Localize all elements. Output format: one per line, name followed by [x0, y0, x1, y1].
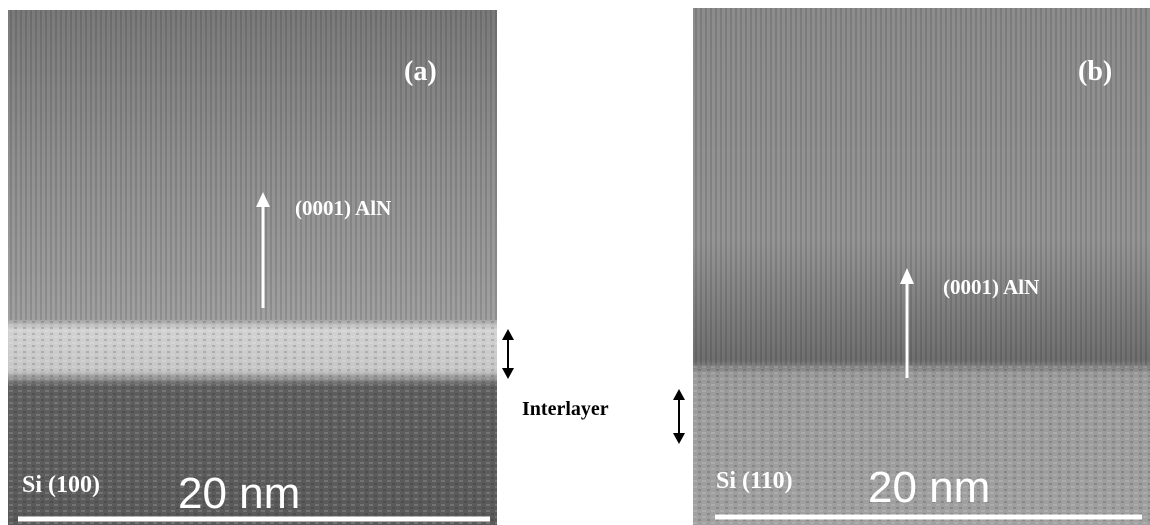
arrow-head [673, 389, 685, 400]
texture [693, 365, 1150, 525]
arrow-head [900, 268, 914, 284]
arrow-head [502, 368, 514, 379]
arrow-head [502, 329, 514, 340]
substrate-label: Si (100) [22, 472, 100, 498]
scale-bar-label: 20 nm [178, 469, 300, 518]
texture [8, 320, 497, 525]
panel-label: (b) [1078, 56, 1112, 87]
panel-label: (a) [404, 56, 437, 87]
panel-a: (0001) AlN (a) Si (100) 20 nm [8, 10, 497, 525]
arrow-head [673, 433, 685, 444]
interlayer-markers: Interlayer [502, 329, 685, 444]
annotation: (0001) AlN [295, 196, 391, 220]
panel-b: (0001) AlN (b) Si (110) 20 nm [693, 8, 1150, 525]
lattice-fringes [693, 8, 1150, 365]
annotation: (0001) AlN [943, 275, 1039, 299]
lattice-fringes [8, 10, 497, 320]
arrow-head [256, 192, 270, 207]
scale-bar-label: 20 nm [868, 463, 990, 512]
substrate-label: Si (110) [716, 468, 793, 494]
interlayer-label: Interlayer [522, 398, 609, 420]
